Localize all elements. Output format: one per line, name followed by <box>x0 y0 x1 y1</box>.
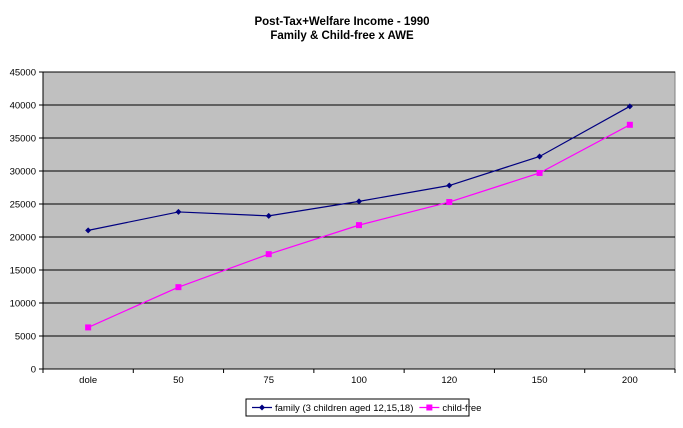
data-point <box>536 153 543 160</box>
plot-background <box>42 71 676 370</box>
data-point <box>446 199 453 206</box>
x-tick-label: 50 <box>173 375 184 386</box>
chart-title: Post-Tax+Welfare Income - 1990 <box>254 16 429 28</box>
x-tick-label: 150 <box>532 375 548 386</box>
data-point <box>265 212 272 219</box>
legend-marker <box>259 404 265 411</box>
data-point <box>85 227 92 234</box>
data-point <box>175 208 182 215</box>
y-tick-label: 45000 <box>10 68 36 79</box>
x-tick-label: 120 <box>441 375 457 386</box>
data-point <box>626 121 633 128</box>
y-tick-label: 30000 <box>10 167 36 178</box>
plot-area: 0 5000 10000 15000 20000 25000 30000 35000 40000… <box>10 68 676 386</box>
x-tick-label: 200 <box>622 375 638 386</box>
data-point <box>356 222 362 229</box>
y-tick-label: 20000 <box>10 233 36 244</box>
y-tick-label: 0 <box>31 365 36 376</box>
chart-subtitle: Family & Child-free x AWE <box>270 30 414 42</box>
legend-label: family (3 children aged 12,15,18) <box>275 403 413 414</box>
legend-marker <box>426 404 433 411</box>
x-tick-label: 75 <box>263 375 274 386</box>
data-point <box>446 182 453 189</box>
data-point <box>626 103 633 110</box>
y-tick-label: 5000 <box>15 332 36 343</box>
x-tick-label: dole <box>79 375 97 386</box>
data-point <box>175 284 182 291</box>
data-point <box>265 251 272 258</box>
data-point <box>356 198 362 205</box>
legend: family (3 children aged 12,15,18) child-f… <box>245 398 481 417</box>
x-tick-label: 100 <box>351 375 367 386</box>
legend-label: child-free <box>442 403 481 414</box>
data-point <box>85 324 92 331</box>
y-tick-label: 35000 <box>10 134 36 145</box>
y-tick-label: 40000 <box>10 101 36 112</box>
legend-box <box>245 398 470 417</box>
y-tick-label: 10000 <box>10 299 36 310</box>
data-point <box>536 169 543 176</box>
y-tick-label: 25000 <box>10 200 36 211</box>
y-tick-label: 15000 <box>10 266 36 277</box>
